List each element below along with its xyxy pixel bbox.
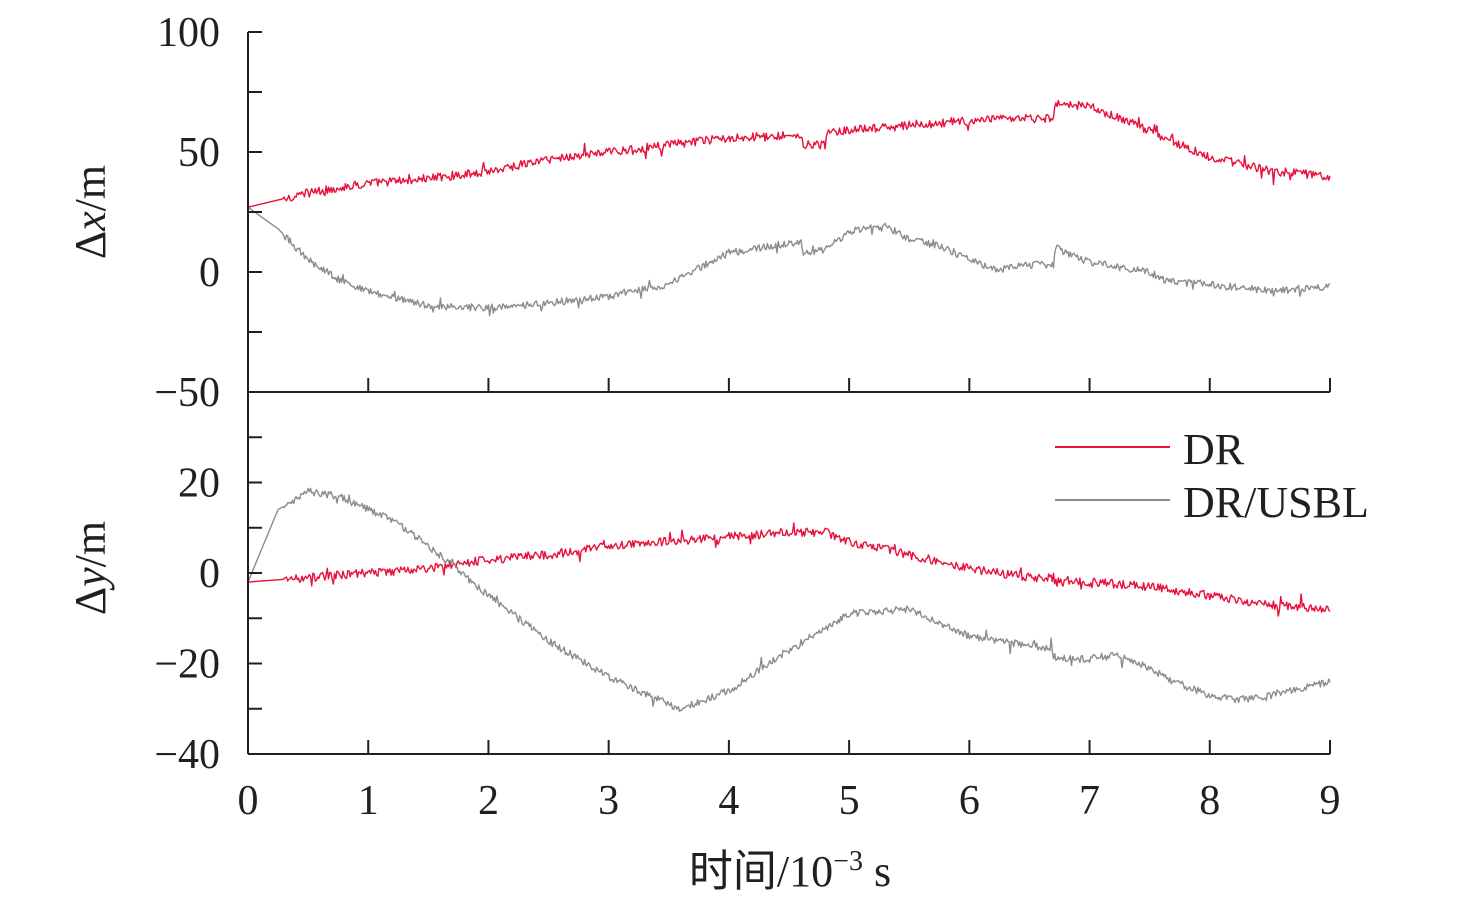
x-tick-label: 1: [358, 778, 379, 824]
top-y-tick-label: −50: [154, 370, 220, 416]
bottom-y-tick-label: −40: [154, 732, 220, 778]
bottom-panel: −40 −20 0 20 0 1 2 3 4 5 6 7 8 9: [154, 392, 1341, 824]
top-axes: −50 0 50 100: [154, 10, 1331, 416]
legend: DR DR/USBL: [1055, 425, 1369, 527]
top-y-axis-title: Δx/m: [66, 165, 115, 259]
x-axis-title: 时间/10−3 s: [689, 846, 891, 896]
bottom-y-tick-label: −20: [154, 642, 220, 688]
top-series-layer: [247, 99, 1331, 317]
top-series-dr-usbl-line: [247, 206, 1331, 317]
x-tick-label: 8: [1199, 778, 1220, 824]
bottom-axes: −40 −20 0 20 0 1 2 3 4 5 6 7 8 9: [154, 392, 1341, 824]
top-series-dr-line: [247, 99, 1331, 208]
bottom-y-tick-label: 0: [199, 551, 220, 597]
x-tick-label: 6: [959, 778, 980, 824]
top-y-tick-label: 50: [178, 130, 220, 176]
x-tick-label: 9: [1320, 778, 1341, 824]
bottom-y-tick-label: 20: [178, 461, 220, 507]
top-y-tick-label: 100: [157, 10, 220, 56]
bottom-series-dr-usbl-line: [247, 487, 1331, 713]
x-tick-label: 7: [1079, 778, 1100, 824]
top-panel: −50 0 50 100: [154, 10, 1331, 416]
x-tick-label: 2: [478, 778, 499, 824]
bottom-series-layer: [247, 487, 1331, 713]
x-tick-label: 0: [238, 778, 259, 824]
x-tick-label: 3: [598, 778, 619, 824]
top-y-tick-label: 0: [199, 250, 220, 296]
bottom-series-dr-line: [248, 522, 1331, 617]
legend-label-dr-usbl: DR/USBL: [1183, 478, 1369, 527]
bottom-y-axis-title: Δy/m: [66, 521, 115, 615]
x-tick-label: 5: [839, 778, 860, 824]
x-tick-label: 4: [718, 778, 739, 824]
legend-label-dr: DR: [1183, 425, 1245, 474]
